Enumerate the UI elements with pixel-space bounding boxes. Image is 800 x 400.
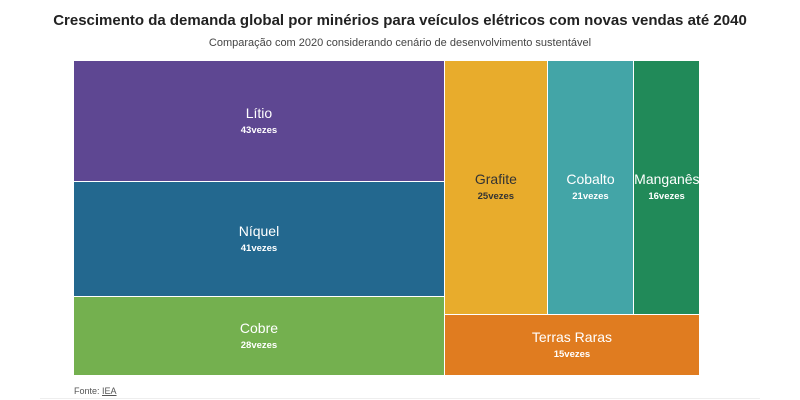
chart-title: Crescimento da demanda global por minéri… [53,12,747,29]
tile-label-group: Cobre 28vezes [74,320,444,352]
tile-label-group: Lítio 43vezes [74,105,444,137]
tile-label-group: Manganês 16vezes [634,171,699,203]
tile-value-label: 25vezes [477,191,515,203]
tile-value-label: 21vezes [572,191,609,203]
tile-label-group: Grafite 25vezes [445,171,547,203]
treemap-tile-manganes: Manganês 16vezes [634,61,700,315]
tile-value-label: 41vezes [240,243,278,255]
treemap-tile-litio: Lítio 43vezes [74,61,445,182]
tile-name-label: Lítio [245,104,273,121]
tile-value-label: 16vezes [648,191,685,203]
treemap-tile-cobre: Cobre 28vezes [74,297,445,376]
treemap-tile-grafite: Grafite 25vezes [444,61,548,315]
source-note: Fonte: IEA [74,386,117,396]
tile-name-label: Manganês [634,171,700,188]
tile-value-label: 15vezes [553,348,591,360]
tile-name-label: Cobre [239,320,279,337]
treemap-tile-terras-raras: Terras Raras 15vezes [444,314,700,376]
tile-value-label: 28vezes [240,340,278,352]
tile-name-label: Grafite [474,171,517,188]
tile-label-group: Terras Raras 15vezes [445,329,699,361]
tile-value-label: 43vezes [240,124,278,136]
treemap-tile-cobalto: Cobalto 21vezes [547,61,635,315]
source-prefix: Fonte: [74,386,103,396]
chart-subtitle: Comparação com 2020 considerando cenário… [208,37,592,49]
treemap-tile-niquel: Níquel 41vezes [74,181,445,298]
source-link[interactable]: IEA [102,386,117,396]
footer-divider [40,398,760,399]
tile-name-label: Cobalto [566,171,615,188]
tile-name-label: Níquel [238,223,280,240]
treemap-chart: Lítio 43vezes Níquel 41vezes Cobre 28vezes Gra… [74,61,700,376]
tile-name-label: Terras Raras [531,328,613,345]
tile-label-group: Cobalto 21vezes [548,171,633,203]
tile-label-group: Níquel 41vezes [74,223,444,255]
